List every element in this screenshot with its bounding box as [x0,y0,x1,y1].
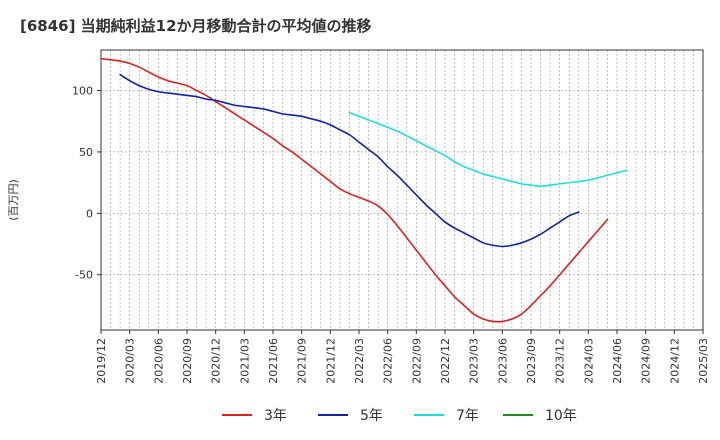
plot-frame [100,49,704,331]
x-tick-label: 2020/03 [124,338,137,384]
x-tick-label: 2022/03 [353,338,366,384]
x-tick-label: 2020/12 [210,338,223,384]
x-tick-label: 2022/06 [382,338,395,384]
x-tick-label: 2019/12 [95,338,108,384]
x-tick-label: 2021/09 [296,338,309,384]
legend-label: 10年 [545,408,577,424]
legend-label: 3年 [264,408,287,424]
x-tick-label: 2024/06 [611,338,624,384]
y-tick-label: 100 [72,85,93,98]
grid [100,50,704,330]
x-tick-label: 2020/06 [152,338,165,384]
x-tick-label: 2021/12 [324,338,337,384]
y-axis: 100 50 0 -50 [72,85,101,282]
y-axis-label: (百万円) [7,179,20,221]
series-line-2 [119,73,580,248]
x-tick-label: 2024/09 [640,338,653,384]
x-tick-label: 2025/03 [697,338,710,384]
x-tick-label: 2022/12 [439,338,452,384]
x-tick-label: 2023/06 [496,338,509,384]
series-line-3 [348,111,628,188]
chart-title: [6846] 当期純利益12か月移動合計の平均値の推移 [20,17,372,35]
legend-label: 5年 [360,408,383,424]
legend-label: 7年 [456,408,479,424]
x-tick-label: 2021/03 [238,338,251,384]
x-axis: 2019/12 2020/03 2020/06 2020/09 2020/12 2021/… [95,330,710,384]
y-tick-label: 0 [86,207,93,220]
y-tick-label: -50 [75,269,93,282]
plot-border [100,49,704,331]
series-layer [100,57,628,323]
x-tick-label: 2024/12 [668,338,681,384]
series-line-1 [100,57,609,323]
x-tick-label: 2024/03 [582,338,595,384]
x-tick-label: 2023/03 [468,338,481,384]
x-tick-label: 2022/09 [410,338,423,384]
x-tick-label: 2020/09 [181,338,194,384]
x-tick-label: 2023/09 [525,338,538,384]
legend: 3年 5年 7年 10年 [222,408,577,424]
x-tick-label: 2021/06 [267,338,280,384]
x-tick-label: 2023/12 [554,338,567,384]
y-tick-label: 50 [79,146,93,159]
